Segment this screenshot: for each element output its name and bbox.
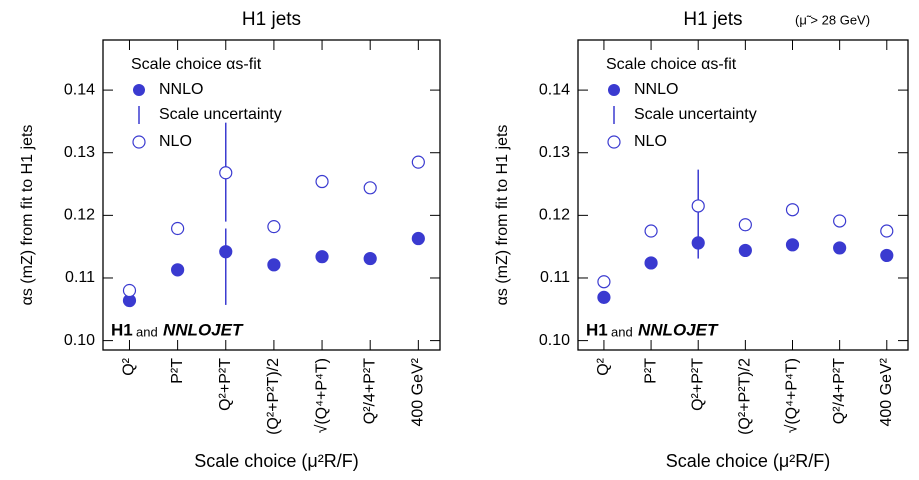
data-point (363, 181, 377, 195)
data-point (597, 290, 611, 304)
x-tick-label: (Q²+P²T)/2 (265, 358, 282, 435)
chart-subtitle: (μ̃ > 28 GeV) (795, 12, 870, 27)
data-point (315, 250, 329, 264)
data-point (738, 243, 752, 258)
data-point (267, 258, 281, 272)
x-axis-label: Scale choice (μ²R/F) (666, 451, 830, 471)
x-tick-label: Q² (121, 357, 138, 375)
x-tick-label: Q²+P²T (217, 358, 234, 411)
data-point (644, 256, 658, 270)
data-point (597, 275, 611, 289)
data-point (644, 224, 658, 238)
x-tick-label: (Q²+P²T)/2 (737, 358, 754, 435)
y-tick-label: 0.13 (64, 144, 95, 161)
y-tick-label: 0.10 (539, 332, 570, 349)
data-point (738, 218, 752, 232)
chart-title: H1 jets (242, 9, 301, 30)
data-point (363, 251, 377, 266)
y-tick-label: 0.12 (539, 207, 570, 224)
y-tick-label: 0.14 (64, 81, 95, 98)
data-point (267, 220, 281, 234)
annotation: NNLOJET (163, 320, 244, 339)
x-tick-label: Q²+P²T (689, 358, 706, 411)
legend-marker (133, 84, 145, 96)
data-point (122, 283, 137, 298)
legend-marker (607, 135, 621, 149)
plot-frame (577, 39, 909, 351)
x-tick-label: √(Q⁴+P⁴T) (313, 358, 330, 433)
data-point (833, 214, 847, 228)
data-point (880, 224, 894, 238)
legend-title: Scale choice αs-fit (606, 56, 737, 73)
data-point (411, 155, 425, 169)
legend-label: NNLO (634, 81, 678, 98)
annotation: NNLOJET (638, 320, 719, 339)
data-point (219, 245, 233, 259)
y-tick-label: 0.11 (540, 269, 570, 286)
legend-label: NNLO (159, 81, 203, 98)
annotation: and (136, 324, 158, 339)
legend-label: Scale uncertainty (159, 106, 282, 123)
legend-marker (608, 84, 620, 96)
y-axis-label: αs (mZ) from fit to H1 jets (19, 125, 36, 306)
legend-label: NLO (634, 133, 667, 150)
data-point (171, 221, 185, 236)
x-axis-label: Scale choice (μ²R/F) (194, 451, 358, 471)
legend-label: Scale uncertainty (634, 106, 757, 123)
x-tick-label: P²T (169, 358, 186, 384)
plot-frame (102, 39, 441, 351)
y-tick-label: 0.12 (64, 207, 95, 224)
legend-label: NLO (159, 133, 192, 150)
legend-marker (132, 135, 146, 149)
y-tick-label: 0.10 (64, 332, 95, 349)
annotation: and (611, 324, 633, 339)
y-tick-label: 0.14 (539, 81, 570, 98)
data-point (315, 174, 329, 189)
x-tick-label: Q² (595, 357, 612, 375)
y-tick-label: 0.13 (539, 144, 570, 161)
x-tick-label: P²T (642, 358, 659, 384)
annotation: H1 (586, 320, 608, 339)
data-point (691, 199, 705, 213)
x-tick-label: Q²/4+P²T (831, 358, 848, 424)
y-tick-label: 0.11 (65, 269, 95, 286)
chart-title: H1 jets (683, 9, 742, 30)
x-tick-label: 400 GeV² (878, 357, 895, 426)
x-tick-label: 400 GeV² (410, 357, 427, 426)
data-point (880, 248, 894, 263)
legend-title: Scale choice αs-fit (131, 56, 262, 73)
x-tick-label: √(Q⁴+P⁴T) (784, 358, 801, 433)
y-axis-label: αs (mZ) from fit to H1 jets (494, 125, 511, 306)
data-point (171, 263, 185, 277)
data-point (833, 241, 847, 255)
data-point (785, 238, 800, 252)
x-tick-label: Q²/4+P²T (361, 358, 378, 424)
data-point (785, 203, 800, 217)
data-point (219, 166, 233, 180)
data-point (411, 231, 425, 246)
annotation: H1 (111, 320, 133, 339)
